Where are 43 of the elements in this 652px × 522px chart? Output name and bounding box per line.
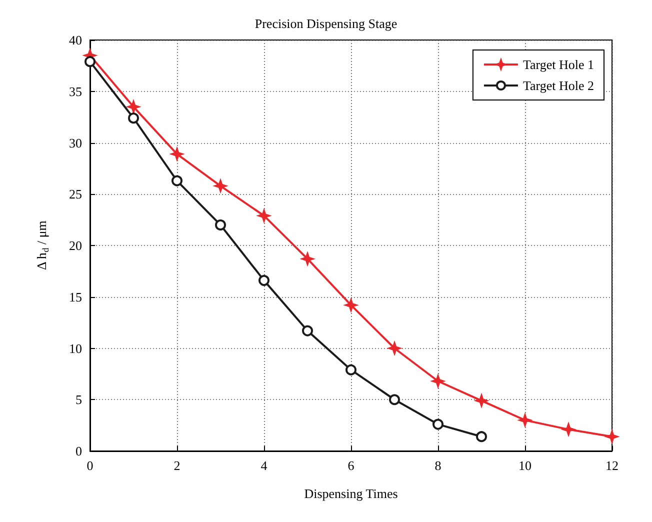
x-tick-label: 10: [518, 458, 532, 473]
x-tick-label: 12: [606, 458, 618, 473]
y-tick-label: 15: [69, 289, 82, 304]
point: [388, 342, 401, 354]
y-tick-label: 30: [69, 135, 82, 150]
point: [214, 180, 227, 192]
point: [170, 148, 184, 160]
x-tick-label: 2: [174, 458, 180, 473]
y-axis-title: Δ hd / μm: [34, 220, 50, 270]
x-tick-label: 6: [348, 458, 355, 473]
point: [606, 430, 618, 443]
x-tick-label: 8: [434, 458, 442, 473]
legend-label: Target Hole 2: [522, 78, 594, 93]
y-tick-label: 20: [69, 238, 82, 253]
point: [301, 252, 314, 266]
point: [302, 325, 313, 336]
point: [475, 394, 488, 407]
point: [344, 298, 358, 312]
chart-title: Precision Dispensing Stage: [254, 16, 398, 31]
y-tick-label: 25: [69, 186, 82, 202]
x-axis-title: Dispensing Times: [304, 486, 398, 501]
point: [562, 423, 575, 436]
point: [128, 112, 139, 124]
point: [84, 56, 96, 68]
point: [518, 414, 532, 426]
legend-label: Target Hole 1: [522, 57, 594, 72]
y-tick-label: 35: [69, 84, 82, 99]
point: [389, 394, 400, 406]
y-tick-label: 40: [69, 32, 82, 48]
point: [432, 418, 444, 430]
point: [476, 431, 487, 442]
point: [258, 209, 270, 222]
x-tick-label: 4: [260, 458, 268, 473]
point: [215, 219, 226, 230]
point: [346, 364, 356, 376]
y-tick-label: 5: [76, 392, 82, 408]
point: [127, 100, 140, 114]
y-tick-label: 0: [76, 444, 82, 458]
point: [172, 175, 182, 186]
point: [432, 374, 444, 388]
x-tick-label: 0: [86, 458, 94, 473]
point: [258, 274, 270, 286]
y-tick-label: 10: [69, 340, 82, 356]
